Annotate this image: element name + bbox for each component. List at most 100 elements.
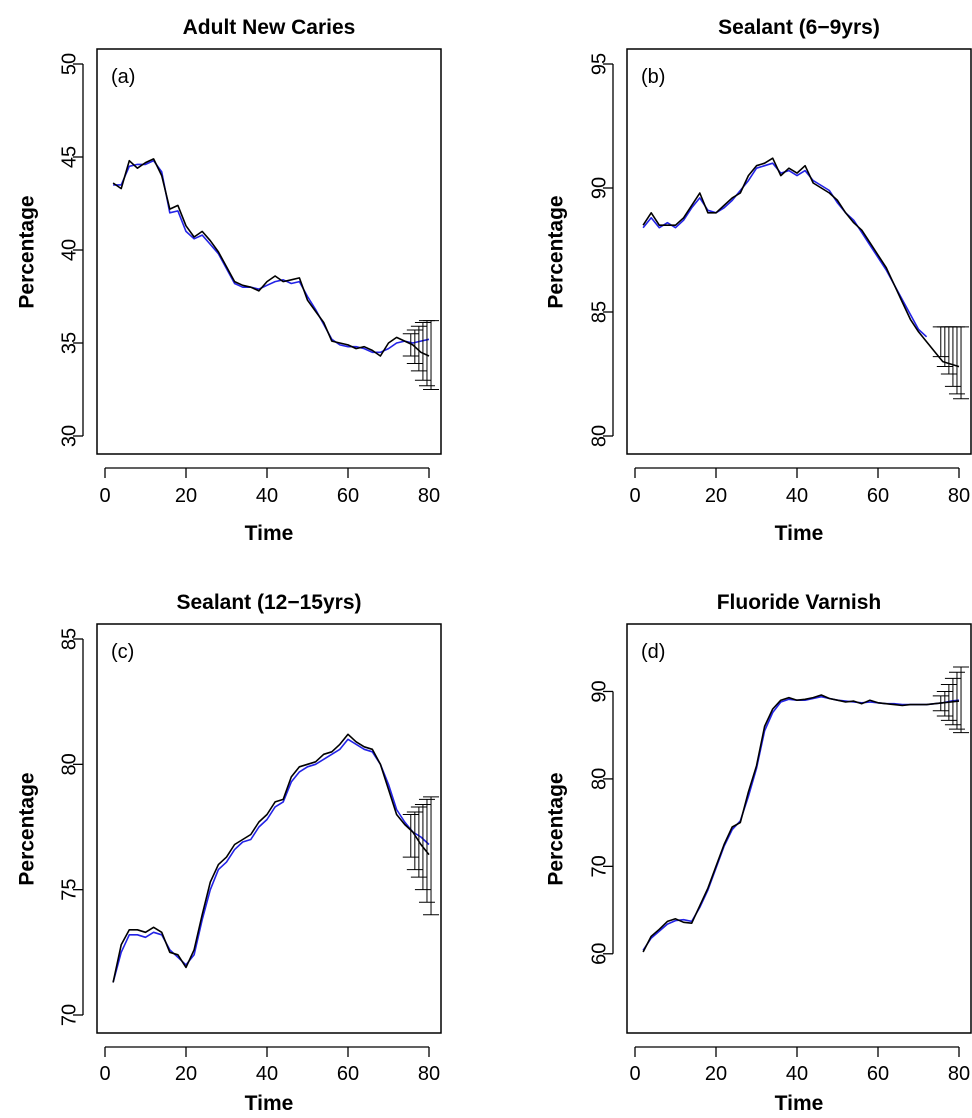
chart-panel-c: Sealant (12−15yrs) (c) 0 20 40 60 80 70 75 80 85 Ti… [16, 591, 442, 1115]
y-tick-label: 80 [588, 425, 610, 447]
x-tick-label: 40 [256, 485, 278, 507]
series-line-observed [642, 694, 960, 953]
x-tick-label: 20 [705, 485, 727, 507]
interval-bar [423, 796, 440, 916]
y-tick-label: 95 [588, 53, 610, 75]
x-tick-label: 20 [175, 1063, 197, 1085]
interval-bar [414, 322, 431, 381]
y-tick-label: 90 [588, 177, 610, 199]
y-tick-label: 90 [588, 680, 610, 702]
x-axis: 0 20 40 60 80 [629, 467, 970, 507]
y-axis: 80 85 90 95 [588, 53, 614, 447]
y-axis-label: Percentage [545, 772, 568, 885]
interval-bar [944, 677, 961, 726]
interval-bar [948, 671, 965, 730]
x-tick-label: 20 [175, 485, 197, 507]
series-line-fitted [113, 159, 430, 354]
x-tick-label: 60 [867, 1063, 889, 1085]
interval-bar [418, 798, 435, 903]
interval-bar [953, 666, 970, 734]
series-line-fitted [642, 695, 960, 951]
y-tick-label: 85 [58, 628, 80, 650]
x-tick-label: 60 [337, 1063, 359, 1085]
interval-bar [410, 325, 427, 372]
chart-title: Fluoride Varnish [717, 591, 882, 614]
x-tick-label: 60 [867, 485, 889, 507]
y-axis: 30 35 40 45 50 [58, 53, 84, 447]
interval-bar [423, 320, 440, 390]
panel-label: (c) [111, 641, 134, 663]
x-axis-label: Time [245, 1092, 294, 1115]
panel-label: (a) [111, 66, 135, 88]
panel-label: (d) [641, 641, 665, 663]
y-tick-label: 80 [588, 768, 610, 790]
prediction-intervals [932, 326, 970, 400]
x-tick-label: 80 [948, 485, 970, 507]
series-line-fitted [642, 162, 928, 338]
y-axis: 60 70 80 90 [588, 680, 614, 965]
y-axis: 70 75 80 85 [58, 628, 84, 1026]
x-tick-label: 80 [418, 1063, 440, 1085]
interval-bar [940, 683, 957, 721]
interval-bar [936, 690, 953, 717]
chart-panel-b: Sealant (6−9yrs) (b) 0 20 40 60 80 80 85 90 95 Time… [545, 16, 972, 545]
plot-frame [626, 623, 972, 1034]
x-tick-label: 0 [99, 1063, 110, 1085]
prediction-intervals [402, 796, 440, 916]
y-tick-label: 70 [588, 855, 610, 877]
x-tick-label: 40 [786, 1063, 808, 1085]
y-axis-label: Percentage [16, 772, 39, 885]
x-tick-label: 80 [418, 485, 440, 507]
y-tick-label: 50 [58, 53, 80, 75]
prediction-intervals [932, 666, 970, 734]
panel-label: (b) [641, 66, 665, 88]
x-tick-label: 60 [337, 485, 359, 507]
series-line-fitted [112, 738, 430, 983]
y-tick-label: 35 [58, 332, 80, 354]
x-tick-label: 40 [256, 1063, 278, 1085]
x-tick-label: 0 [99, 485, 110, 507]
interval-bar [932, 695, 949, 712]
series-line-observed [642, 157, 960, 368]
y-tick-label: 80 [58, 753, 80, 775]
y-tick-label: 85 [588, 301, 610, 323]
interval-bar [406, 811, 423, 871]
y-tick-label: 70 [58, 1004, 80, 1026]
chart-panel-d: Fluoride Varnish (d) 0 20 40 60 80 60 70 80 90 Time… [545, 591, 972, 1115]
plot-frame [96, 48, 442, 455]
x-tick-label: 0 [629, 485, 640, 507]
x-tick-label: 20 [705, 1063, 727, 1085]
x-axis: 0 20 40 60 80 [99, 1046, 440, 1085]
y-tick-label: 30 [58, 425, 80, 447]
x-tick-label: 40 [786, 485, 808, 507]
chart-title: Sealant (12−15yrs) [176, 591, 361, 614]
series-line-observed [112, 158, 430, 357]
y-tick-label: 45 [58, 146, 80, 168]
x-axis-label: Time [775, 522, 824, 545]
y-axis-label: Percentage [545, 195, 568, 308]
interval-bar [414, 803, 431, 891]
x-axis: 0 20 40 60 80 [99, 467, 440, 507]
interval-bar [936, 326, 953, 368]
y-tick-label: 40 [58, 239, 80, 261]
y-tick-label: 75 [58, 879, 80, 901]
interval-bar [406, 329, 423, 364]
interval-bar [948, 326, 965, 395]
interval-bar [402, 333, 419, 357]
prediction-intervals [402, 320, 440, 390]
chart-title: Adult New Caries [183, 16, 356, 39]
y-axis-label: Percentage [16, 195, 39, 308]
x-axis-label: Time [775, 1092, 824, 1115]
y-tick-label: 60 [588, 943, 610, 965]
interval-bar [410, 806, 427, 878]
plot-frame [96, 623, 442, 1034]
series-line-observed [112, 733, 430, 983]
x-axis-label: Time [245, 522, 294, 545]
plot-frame [626, 48, 972, 455]
chart-title: Sealant (6−9yrs) [718, 16, 880, 39]
x-tick-label: 0 [629, 1063, 640, 1085]
interval-bar [402, 813, 419, 858]
interval-bar [953, 326, 970, 400]
x-tick-label: 80 [948, 1063, 970, 1085]
